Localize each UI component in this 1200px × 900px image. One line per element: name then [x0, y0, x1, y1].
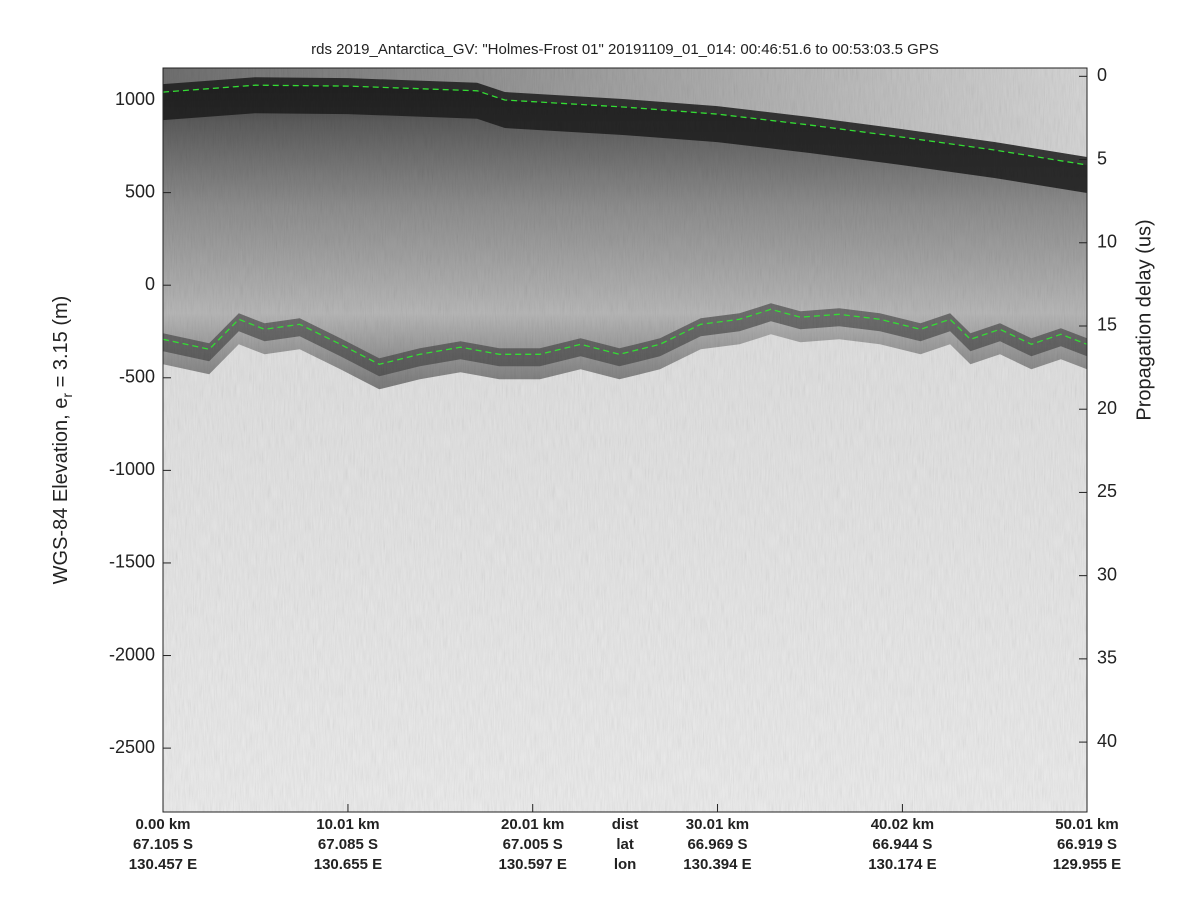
- y-tick-label: 500: [125, 181, 155, 201]
- y-axis-label: WGS-84 Elevation, er = 3.15 (m): [50, 296, 74, 585]
- x-row-label: lat: [616, 836, 634, 853]
- x-tick-lat: 67.105 S: [133, 836, 193, 853]
- y-tick-label: -500: [119, 367, 155, 387]
- x-tick-lon: 130.655 E: [314, 856, 382, 873]
- y2-tick-label: 10: [1097, 232, 1117, 252]
- x-row-label: dist: [612, 816, 639, 833]
- y-tick-label: -1500: [109, 552, 155, 572]
- x-row-label: lon: [614, 856, 637, 873]
- y2-tick-label: 35: [1097, 648, 1117, 668]
- x-tick-lat: 67.005 S: [503, 836, 563, 853]
- x-tick-lat: 66.969 S: [687, 836, 747, 853]
- speckle: [163, 68, 1087, 812]
- y2-tick-label: 15: [1097, 315, 1117, 335]
- chart-title: rds 2019_Antarctica_GV: "Holmes-Frost 01…: [311, 41, 939, 58]
- plot-frame: [162, 67, 1088, 813]
- x-tick-label: 30.01 km: [686, 816, 749, 833]
- y-axis-label-main: WGS-84 Elevation, e: [50, 398, 72, 585]
- y-axis-label-tail: = 3.15 (m): [50, 296, 72, 393]
- x-tick-lon: 130.597 E: [499, 856, 567, 873]
- y2-tick-label: 0: [1097, 65, 1107, 85]
- x-tick-label: 50.01 km: [1055, 816, 1118, 833]
- x-tick-lon: 129.955 E: [1053, 856, 1121, 873]
- y-tick-label: -2000: [109, 644, 155, 664]
- x-tick-label: 10.01 km: [316, 816, 379, 833]
- x-tick-lat: 66.919 S: [1057, 836, 1117, 853]
- x-tick-lon: 130.174 E: [868, 856, 936, 873]
- y2-tick-label: 30: [1097, 564, 1117, 584]
- y2-tick-label: 20: [1097, 398, 1117, 418]
- echogram-image: [163, 68, 1087, 812]
- x-tick-label: 40.02 km: [871, 816, 934, 833]
- x-tick-label: 20.01 km: [501, 816, 564, 833]
- layer-line: [163, 84, 1087, 166]
- y2-axis-label: Propagation delay (us): [1133, 219, 1155, 420]
- x-tick-label: 0.00 km: [135, 816, 190, 833]
- x-tick-lat: 66.944 S: [872, 836, 932, 853]
- y2-tick-label: 25: [1097, 481, 1117, 501]
- y-axis-label-sub: r: [59, 393, 75, 398]
- y-tick-label: -1000: [109, 459, 155, 479]
- y-tick-label: -2500: [109, 737, 155, 757]
- y2-tick-label: 5: [1097, 148, 1107, 168]
- y-tick-label: 1000: [115, 89, 155, 109]
- y-tick-label: 0: [145, 274, 155, 294]
- y2-tick-label: 40: [1097, 731, 1117, 751]
- x-tick-lon: 130.394 E: [683, 856, 751, 873]
- x-tick-lon: 130.457 E: [129, 856, 197, 873]
- x-tick-lat: 67.085 S: [318, 836, 378, 853]
